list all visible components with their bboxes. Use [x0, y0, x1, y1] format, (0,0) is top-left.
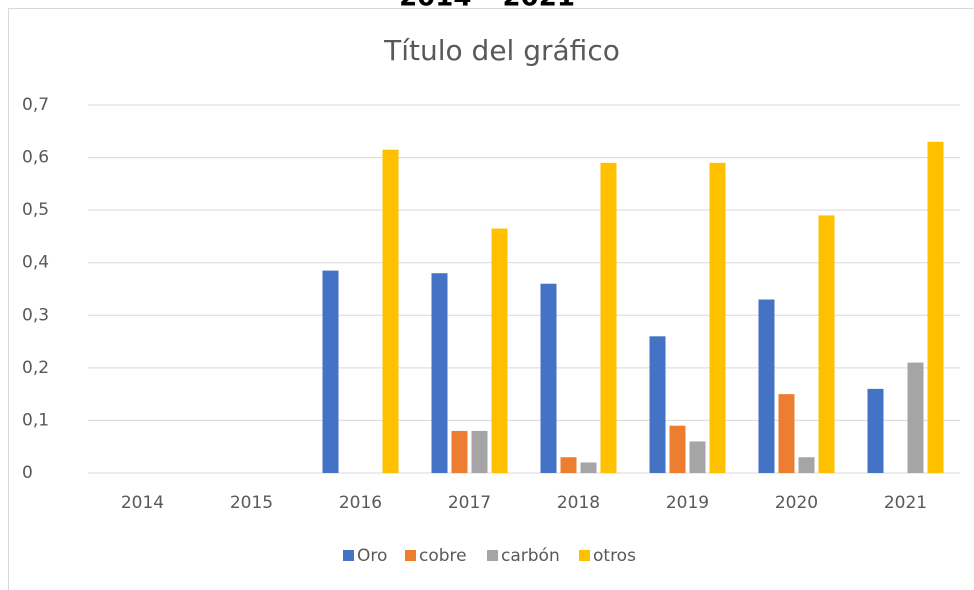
- bar: [322, 270, 339, 473]
- bar: [758, 299, 775, 473]
- bar: [778, 394, 795, 473]
- bar: [540, 283, 557, 473]
- x-tick-label: 2019: [666, 493, 709, 513]
- legend-swatch: [343, 550, 354, 561]
- bar: [689, 441, 706, 473]
- bar: [927, 141, 944, 474]
- legend-swatch: [405, 550, 416, 561]
- bar: [451, 430, 468, 473]
- bar: [649, 336, 666, 473]
- bar: [867, 388, 884, 473]
- y-tick-label: 0,7: [22, 95, 49, 115]
- bar: [560, 457, 577, 473]
- bar: [471, 430, 488, 473]
- legend-swatch: [487, 550, 498, 561]
- x-tick-label: 2018: [557, 493, 600, 513]
- bar: [491, 228, 508, 473]
- x-tick-label: 2014: [121, 493, 164, 513]
- x-tick-label: 2017: [448, 493, 491, 513]
- y-tick-label: 0: [22, 463, 33, 483]
- y-tick-label: 0,1: [22, 410, 49, 430]
- bar: [669, 425, 686, 473]
- bar: [818, 215, 835, 473]
- bar: [382, 149, 399, 473]
- y-tick-label: 0,6: [22, 148, 49, 168]
- y-tick-label: 0,5: [22, 200, 49, 220]
- page-heading: 2014 – 2021: [399, 0, 575, 13]
- x-tick-label: 2021: [884, 493, 927, 513]
- x-tick-label: 2015: [230, 493, 273, 513]
- chart-title: Título del gráfico: [383, 34, 620, 67]
- bar: [709, 162, 726, 474]
- bar: [431, 273, 448, 473]
- legend-label: Oro: [357, 546, 387, 566]
- y-tick-label: 0,4: [22, 253, 49, 273]
- x-tick-label: 2020: [775, 493, 818, 513]
- y-tick-label: 0,3: [22, 305, 49, 325]
- bar: [798, 457, 815, 473]
- legend-label: otros: [593, 546, 636, 566]
- bar: [907, 362, 924, 473]
- y-tick-label: 0,2: [22, 358, 49, 378]
- x-tick-label: 2016: [339, 493, 382, 513]
- legend-label: cobre: [419, 546, 467, 566]
- bar: [600, 162, 617, 474]
- bar: [580, 462, 597, 473]
- legend-swatch: [579, 550, 590, 561]
- legend-label: carbón: [501, 546, 560, 566]
